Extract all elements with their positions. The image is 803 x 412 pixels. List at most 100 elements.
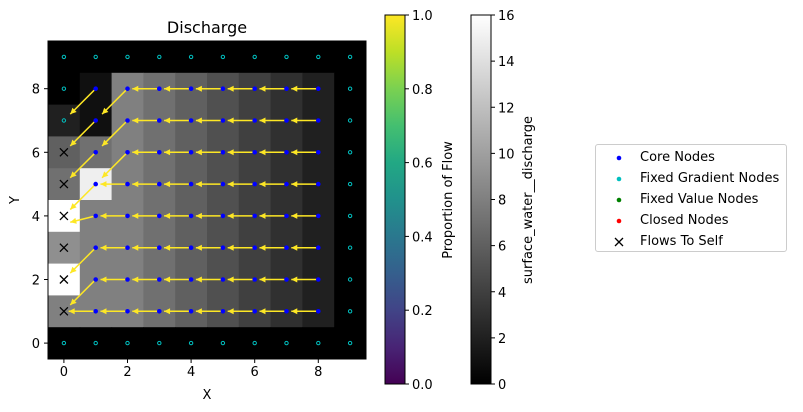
- flow-arrow-head: [70, 107, 77, 115]
- fixed-gradient-node: [93, 340, 98, 346]
- core-node: [125, 118, 130, 123]
- fixed-gradient-node: [316, 54, 321, 60]
- core-node: [157, 213, 162, 219]
- core-node: [252, 213, 257, 219]
- fixed-gradient-node: [252, 54, 257, 60]
- core-node: [157, 150, 162, 155]
- discharge-colorbar-label: surface_water__discharge: [521, 116, 536, 284]
- discharge-colorbar-gradient: [470, 14, 492, 385]
- fixed-gradient-node: [284, 54, 289, 60]
- legend: Core Nodes Fixed Gradient Nodes Fixed Va…: [595, 144, 787, 252]
- flow-arrow-head: [100, 212, 107, 219]
- flow-arrow-head: [132, 85, 139, 92]
- core-node: [188, 86, 194, 91]
- flows-to-self-marker: [59, 147, 69, 157]
- flow-arrow-head: [291, 244, 298, 251]
- core-node: [284, 245, 289, 250]
- y-tick-label: 0: [32, 337, 40, 352]
- fixed-gradient-node: [188, 340, 194, 346]
- flow-arrow-head: [195, 212, 202, 219]
- heatmap-cell: [79, 41, 113, 74]
- colorbar-tick-label: 2: [498, 332, 506, 347]
- core-node: [284, 150, 289, 155]
- flow-arrow-head: [70, 266, 77, 274]
- heatmap-cell: [334, 41, 367, 74]
- flow-arrow-head: [164, 276, 171, 283]
- fixed-gradient-node: [316, 340, 321, 346]
- flow-arrow-head: [102, 107, 109, 115]
- flow-arrow-head: [291, 117, 298, 124]
- core-node: [93, 309, 98, 314]
- core-node: [188, 118, 194, 123]
- fixed-gradient-node: [347, 309, 353, 314]
- core-node: [284, 118, 289, 123]
- heatmap-cell: [238, 41, 272, 74]
- colorbar-tick-label: 8: [498, 194, 506, 209]
- core-node: [316, 213, 321, 219]
- heatmap-cell: [111, 327, 144, 360]
- flow-arrow-head: [195, 85, 202, 92]
- heatmap-cell: [270, 41, 303, 74]
- heatmap-cell: [334, 72, 367, 106]
- core-node: [188, 245, 194, 250]
- fixed-gradient-node: [61, 118, 67, 123]
- heatmap-cell: [207, 41, 240, 74]
- flow-arrow-head: [291, 85, 298, 92]
- flow-arrow-head: [132, 212, 139, 219]
- core-node: [252, 277, 257, 282]
- colorbar-tick-label: 0.8: [412, 83, 433, 98]
- core-node: [188, 309, 194, 314]
- core-node: [284, 277, 289, 282]
- x-tick-label: 0: [60, 365, 68, 380]
- fixed-gradient-node: [347, 181, 353, 187]
- colorbar-tick-label: 0.2: [412, 304, 433, 319]
- core-node: [220, 213, 226, 219]
- flow-arrow-head: [259, 181, 266, 188]
- flow-arrow-head: [227, 85, 234, 92]
- core-node: [284, 309, 289, 314]
- legend-label: Core Nodes: [640, 150, 715, 165]
- heatmap-cell: [238, 327, 272, 360]
- core-node: [125, 277, 130, 282]
- heatmap-cell: [79, 327, 113, 360]
- x-axis-label: X: [203, 388, 212, 403]
- heatmap-cell: [175, 41, 208, 74]
- core-node: [220, 86, 226, 91]
- flow-arrow-head: [132, 117, 139, 124]
- y-ticks: 0 2 4 6 8: [32, 83, 48, 352]
- core-node: [157, 86, 162, 91]
- legend-marker-fixed-value-nodes: [616, 197, 622, 203]
- fixed-gradient-node: [157, 54, 162, 60]
- flow-colorbar-label: Proportion of Flow: [441, 141, 456, 259]
- heatmap-cell: [175, 327, 208, 360]
- fixed-gradient-node: [347, 54, 353, 60]
- colorbar-tick-label: 0.6: [412, 157, 433, 172]
- heatmap-cell: [302, 41, 335, 74]
- core-node: [220, 277, 226, 282]
- core-node: [93, 213, 98, 219]
- legend-label: Fixed Gradient Nodes: [640, 171, 780, 186]
- heatmap-cell: [334, 231, 367, 265]
- flow-arrow-head: [132, 149, 139, 156]
- legend-marker-core-nodes: [616, 155, 622, 161]
- flow-arrow-head: [259, 212, 266, 219]
- flow-arrow-head: [259, 149, 266, 156]
- flow-arrow-head: [68, 308, 75, 315]
- core-node: [316, 245, 321, 250]
- fixed-gradient-node: [93, 54, 98, 60]
- core-node: [220, 150, 226, 155]
- flow-arrow-head: [132, 308, 139, 315]
- core-node: [252, 118, 257, 123]
- legend-marker-fixed-gradient-nodes: [616, 176, 622, 182]
- flow-arrow-head: [195, 276, 202, 283]
- heatmap-cell: [143, 41, 176, 74]
- flows-to-self-marker: [59, 306, 69, 316]
- fixed-gradient-node: [125, 54, 130, 60]
- heatmap-cell: [334, 295, 367, 328]
- colorbar-tick-label: 0: [498, 378, 506, 393]
- colorbar-tick-label: 12: [498, 101, 515, 116]
- fixed-gradient-node: [347, 86, 353, 91]
- core-node: [93, 245, 98, 250]
- flow-arrow-head: [291, 276, 298, 283]
- x-tick-label: 2: [123, 365, 131, 380]
